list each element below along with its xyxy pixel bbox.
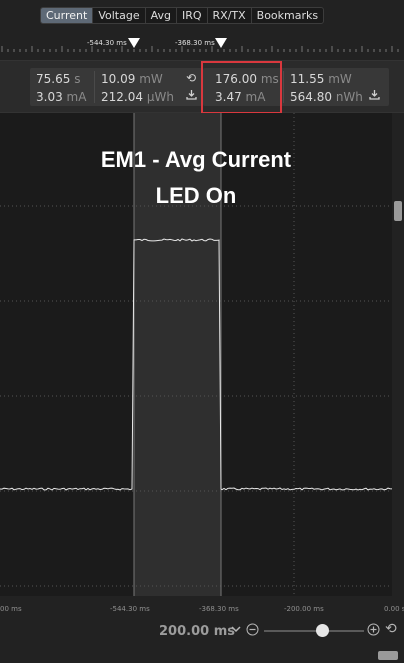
tab-voltage[interactable]: Voltage [93, 8, 146, 23]
horizontal-scrollbar[interactable] [0, 648, 404, 663]
selection-measurements [203, 68, 389, 106]
total-avg-current-value: 3.03 mA [36, 90, 87, 104]
reset-icon[interactable]: ⟲ [186, 71, 197, 85]
ruler-ticks [1, 38, 399, 52]
tab-irq[interactable]: IRQ [177, 8, 208, 23]
highlight-box [201, 61, 282, 114]
zoom-in-icon[interactable] [367, 623, 380, 640]
tab-avg[interactable]: Avg [146, 8, 177, 23]
selection-export-icon[interactable] [369, 89, 380, 103]
axis-tick-label: 00 ms [0, 605, 22, 613]
total-power-value: 10.09 mW [101, 72, 163, 86]
full-range-measurements [30, 68, 202, 106]
current-trace [0, 238, 392, 491]
zoom-controls: 200.00 ms ⟲ [0, 618, 404, 648]
marker-b-handle[interactable] [215, 38, 227, 48]
axis-tick-label: -368.30 ms [199, 605, 239, 613]
marker-a-label: -544.30 ms [87, 39, 127, 47]
zoom-reset-icon[interactable]: ⟲ [385, 621, 397, 637]
selection-duration-value: 176.00 ms [215, 72, 279, 86]
plot-canvas [0, 113, 392, 596]
zoom-out-icon[interactable] [246, 623, 259, 640]
tab-current[interactable]: Current [41, 8, 94, 23]
selection-power-value: 11.55 mW [290, 72, 352, 86]
tab-bar: Current Voltage Avg IRQ RX/TX Bookmarks [0, 0, 404, 30]
zoom-slider-track[interactable] [264, 630, 364, 632]
tab-bookmarks[interactable]: Bookmarks [256, 9, 319, 22]
export-icon[interactable] [186, 89, 197, 103]
marker-a-handle[interactable] [128, 38, 140, 48]
axis-tick-label: -200.00 ms [284, 605, 324, 613]
marker-b-label: -368.30 ms [175, 39, 215, 47]
chevron-down-icon[interactable] [230, 623, 242, 639]
view-tabs: Current Voltage Avg IRQ RX/TX Bookmarks [40, 7, 325, 24]
axis-tick-label: 0.00 s [384, 605, 404, 613]
selection-energy-value: 564.80 nWh [290, 90, 363, 104]
time-axis: 00 ms -544.30 ms -368.30 ms -200.00 ms 0… [0, 596, 404, 618]
zoom-slider-handle[interactable] [316, 624, 329, 637]
vertical-scrollbar[interactable] [392, 113, 404, 596]
annotation-title: EM1 - Avg Current [100, 147, 292, 172]
tab-rxtx[interactable]: RX/TX [208, 8, 252, 23]
zoom-level-value[interactable]: 200.00 ms [159, 624, 235, 639]
total-energy-value: 212.04 µWh [101, 90, 174, 104]
axis-tick-label: -544.30 ms [110, 605, 150, 613]
selection-region [134, 113, 221, 596]
total-time-value: 75.65 s [36, 72, 81, 86]
horizontal-scroll-thumb[interactable] [378, 651, 398, 660]
current-plot[interactable]: EM1 - Avg Current LED On [0, 113, 392, 596]
vertical-scroll-thumb[interactable] [394, 201, 402, 221]
annotation-subtitle: LED On [155, 183, 237, 208]
marker-ruler[interactable]: -544.30 ms -368.30 ms [0, 30, 404, 60]
selection-avg-current-value: 3.47 mA [215, 90, 266, 104]
